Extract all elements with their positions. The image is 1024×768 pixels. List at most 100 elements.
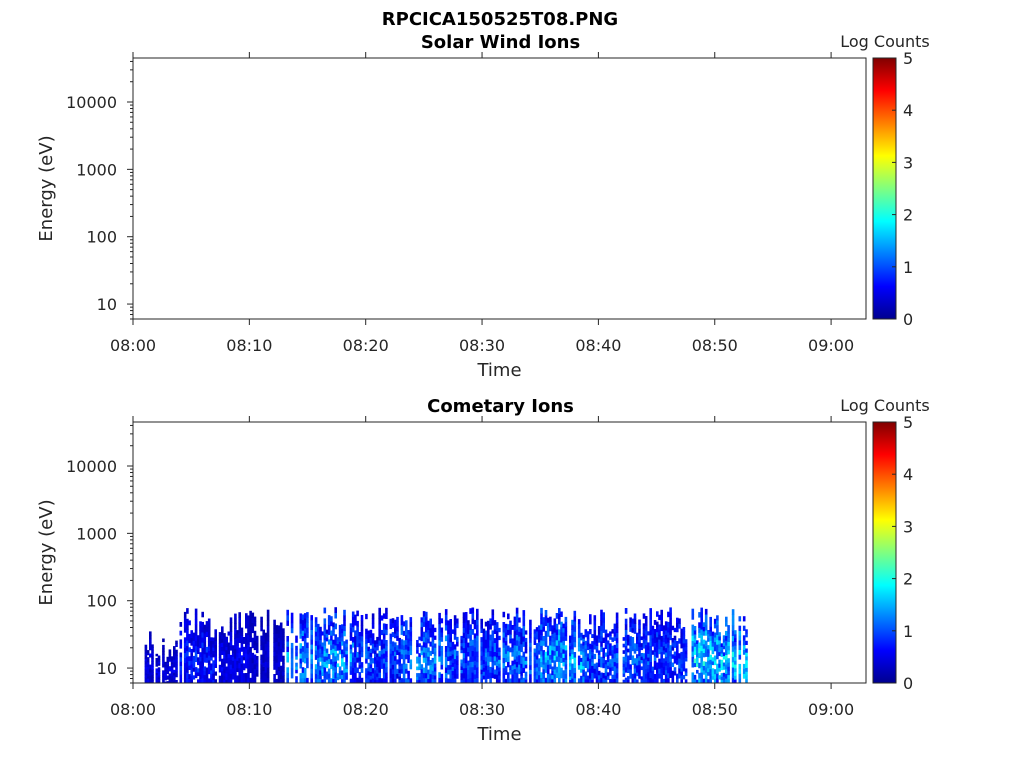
heatmap-cell: [251, 637, 255, 644]
heatmap-cell: [476, 619, 479, 626]
heatmap-cell: [707, 656, 710, 661]
heatmap-cell: [266, 635, 270, 642]
heatmap-cell: [416, 659, 419, 664]
heatmap-cell: [358, 632, 362, 636]
heatmap-cell: [593, 668, 597, 674]
heatmap-cell: [168, 659, 172, 662]
heatmap-cell: [247, 625, 250, 631]
heatmap-cell: [183, 642, 187, 648]
heatmap-cell: [299, 673, 303, 679]
heatmap-cell: [538, 662, 541, 667]
heatmap-cell: [449, 655, 452, 661]
heatmap-cell: [416, 666, 419, 671]
heatmap-cell: [255, 642, 259, 647]
heatmap-cell: [245, 638, 248, 644]
heatmap-cell: [245, 643, 248, 649]
heatmap-cell: [716, 625, 719, 631]
heatmap-cell: [382, 658, 386, 664]
heatmap-cell: [266, 630, 270, 637]
heatmap-cell: [593, 639, 597, 645]
heatmap-cell: [658, 614, 661, 621]
heatmap-cell: [301, 646, 305, 652]
heatmap-cell: [295, 669, 298, 674]
heatmap-cell: [636, 665, 639, 669]
heatmap-cell: [678, 673, 681, 679]
heatmap-cell: [582, 669, 585, 673]
heatmap-cell: [371, 638, 375, 644]
heatmap-cell: [640, 666, 644, 671]
heatmap-cell: [662, 650, 666, 655]
heatmap-cell: [385, 640, 388, 646]
heatmap-cell: [606, 665, 610, 670]
heatmap-cell: [551, 670, 554, 676]
heatmap-cell: [720, 643, 724, 647]
heatmap-cell: [225, 649, 228, 654]
heatmap-cell: [194, 624, 198, 631]
heatmap-cell: [343, 641, 346, 647]
heatmap-cell: [542, 664, 545, 670]
heatmap-cell: [229, 622, 233, 628]
heatmap-cell: [513, 678, 517, 684]
heatmap-cell: [642, 658, 646, 664]
heatmap-cell: [166, 669, 170, 673]
heatmap-cell: [582, 645, 585, 649]
heatmap-cell: [584, 660, 588, 665]
heatmap-cell: [451, 678, 455, 684]
heatmap-cell: [738, 668, 742, 674]
heatmap-cell: [604, 644, 608, 649]
heatmap-cell: [693, 638, 697, 643]
heatmap-cell: [168, 680, 172, 684]
heatmap-cell: [597, 678, 601, 684]
heatmap-cell: [609, 635, 612, 640]
heatmap-cell: [504, 678, 508, 684]
heatmap-cell: [700, 656, 703, 662]
heatmap-cell: [427, 634, 430, 639]
y-axis-label: Energy (eV): [36, 135, 57, 241]
heatmap-cell: [722, 655, 726, 660]
heatmap-cell: [183, 617, 187, 623]
heatmap-cell: [502, 677, 506, 684]
heatmap-cell: [538, 666, 541, 672]
heatmap-cell: [704, 645, 708, 652]
heatmap-cell: [629, 673, 632, 679]
heatmap-cell: [151, 677, 154, 681]
heatmap-cell: [491, 614, 495, 621]
heatmap-cell: [700, 618, 703, 625]
heatmap-cell: [262, 678, 265, 684]
heatmap-cell: [212, 653, 215, 658]
colorbar-label: Log Counts: [840, 396, 930, 415]
heatmap-cell: [400, 619, 404, 626]
heatmap-cell: [653, 660, 657, 666]
heatmap-cell: [173, 651, 176, 655]
heatmap-cell: [734, 652, 737, 658]
heatmap-cell: [586, 631, 590, 636]
heatmap-cell: [438, 645, 441, 652]
heatmap-cell: [595, 672, 599, 677]
heatmap-cell: [464, 642, 468, 648]
heatmap-cell: [676, 673, 679, 679]
heatmap-cell: [716, 663, 719, 669]
heatmap-cell: [253, 621, 257, 627]
heatmap-cell: [456, 669, 459, 675]
heatmap-cell: [365, 658, 368, 664]
heatmap-cell: [214, 633, 217, 638]
heatmap-cell: [698, 677, 701, 684]
heatmap-cell: [649, 661, 652, 668]
heatmap-cell: [214, 648, 217, 653]
heatmap-cell: [151, 680, 154, 684]
heatmap-cell: [696, 660, 699, 664]
heatmap-cell: [338, 629, 342, 634]
heatmap-cell: [498, 651, 501, 656]
heatmap-cell: [221, 650, 224, 655]
heatmap-cell: [664, 643, 668, 649]
heatmap-cell: [564, 616, 568, 622]
heatmap-cell: [170, 677, 174, 680]
heatmap-cell: [613, 670, 617, 675]
heatmap-cell: [190, 630, 193, 635]
heatmap-cell: [394, 633, 397, 639]
heatmap-cell: [604, 679, 608, 684]
heatmap-cell: [327, 624, 331, 630]
heatmap-cell: [647, 649, 650, 654]
heatmap-cell: [234, 653, 237, 659]
heatmap-cell: [676, 627, 679, 633]
